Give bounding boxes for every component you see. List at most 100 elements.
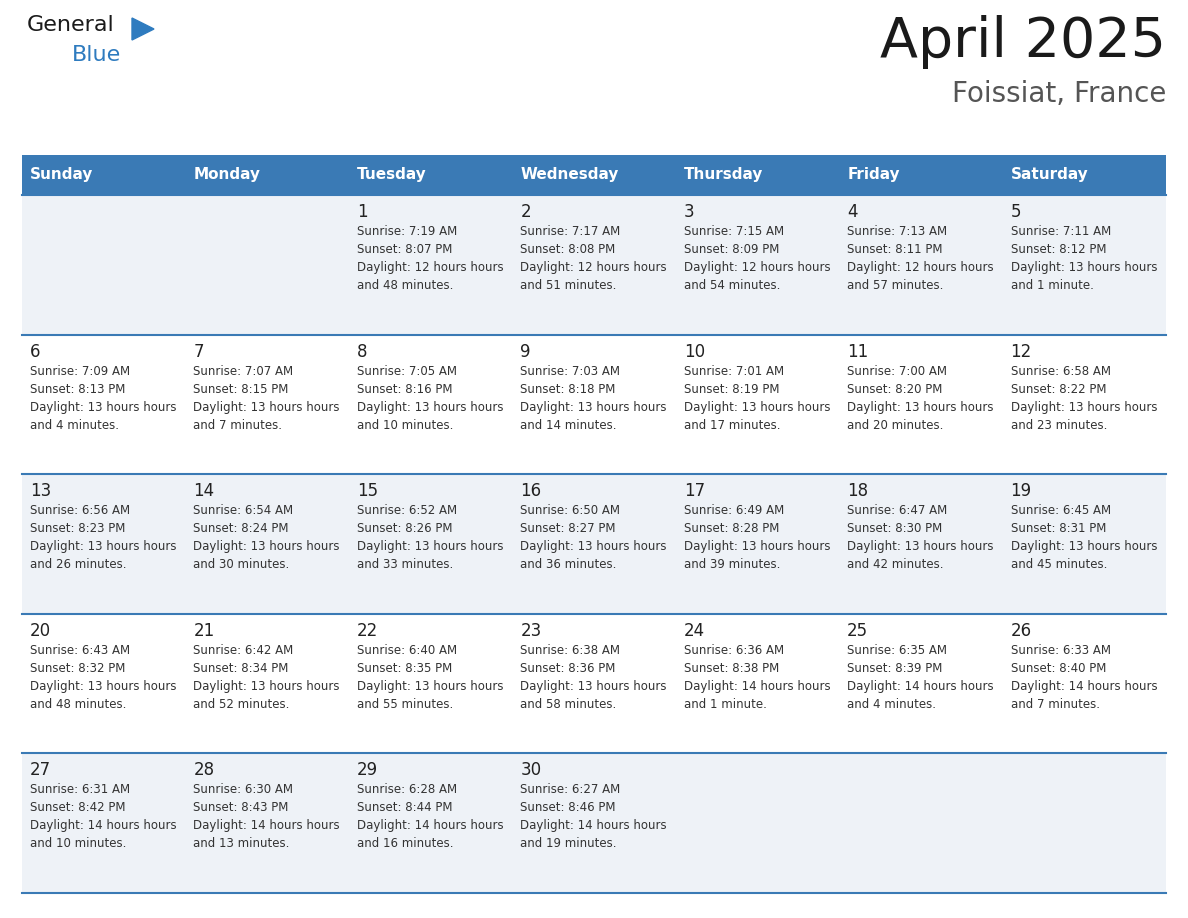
Text: Sunset: 8:31 PM: Sunset: 8:31 PM xyxy=(1011,522,1106,535)
Text: Daylight: 13 hours hours: Daylight: 13 hours hours xyxy=(30,400,177,414)
Text: Blue: Blue xyxy=(72,45,121,65)
Text: Daylight: 13 hours hours: Daylight: 13 hours hours xyxy=(684,540,830,554)
Text: Sunrise: 6:36 AM: Sunrise: 6:36 AM xyxy=(684,644,784,656)
Text: and 7 minutes.: and 7 minutes. xyxy=(1011,698,1100,711)
Bar xyxy=(23,334,1165,475)
Text: Daylight: 13 hours hours: Daylight: 13 hours hours xyxy=(520,680,666,693)
Text: and 26 minutes.: and 26 minutes. xyxy=(30,558,126,571)
Text: Sunset: 8:35 PM: Sunset: 8:35 PM xyxy=(356,662,453,675)
Text: Sunrise: 6:35 AM: Sunrise: 6:35 AM xyxy=(847,644,947,656)
Text: 6: 6 xyxy=(30,342,40,361)
Bar xyxy=(23,195,1165,334)
Text: Daylight: 14 hours hours: Daylight: 14 hours hours xyxy=(684,680,830,693)
Text: and 48 minutes.: and 48 minutes. xyxy=(30,698,126,711)
Text: and 33 minutes.: and 33 minutes. xyxy=(356,558,453,571)
Text: Sunrise: 6:58 AM: Sunrise: 6:58 AM xyxy=(1011,364,1111,377)
Text: and 13 minutes.: and 13 minutes. xyxy=(194,837,290,850)
Text: 29: 29 xyxy=(356,761,378,779)
Bar xyxy=(23,754,1165,893)
Text: Tuesday: Tuesday xyxy=(356,167,426,183)
Text: 14: 14 xyxy=(194,482,215,500)
Text: Daylight: 13 hours hours: Daylight: 13 hours hours xyxy=(194,540,340,554)
Text: 20: 20 xyxy=(30,621,51,640)
Text: Sunrise: 6:47 AM: Sunrise: 6:47 AM xyxy=(847,504,947,517)
Text: and 14 minutes.: and 14 minutes. xyxy=(520,419,617,431)
Text: and 19 minutes.: and 19 minutes. xyxy=(520,837,617,850)
Text: Sunset: 8:38 PM: Sunset: 8:38 PM xyxy=(684,662,779,675)
Text: Sunrise: 6:50 AM: Sunrise: 6:50 AM xyxy=(520,504,620,517)
Text: 3: 3 xyxy=(684,203,694,221)
Text: Daylight: 12 hours hours: Daylight: 12 hours hours xyxy=(684,261,830,274)
Text: 25: 25 xyxy=(847,621,868,640)
Text: April 2025: April 2025 xyxy=(880,15,1165,69)
Text: Daylight: 12 hours hours: Daylight: 12 hours hours xyxy=(356,261,504,274)
Text: and 48 minutes.: and 48 minutes. xyxy=(356,279,454,292)
Text: 23: 23 xyxy=(520,621,542,640)
Text: and 45 minutes.: and 45 minutes. xyxy=(1011,558,1107,571)
Text: Sunset: 8:11 PM: Sunset: 8:11 PM xyxy=(847,243,942,256)
Text: and 55 minutes.: and 55 minutes. xyxy=(356,698,453,711)
Text: Sunrise: 6:52 AM: Sunrise: 6:52 AM xyxy=(356,504,457,517)
Text: Daylight: 14 hours hours: Daylight: 14 hours hours xyxy=(356,820,504,833)
Text: Sunrise: 6:27 AM: Sunrise: 6:27 AM xyxy=(520,783,620,797)
Text: Sunset: 8:18 PM: Sunset: 8:18 PM xyxy=(520,383,615,396)
Text: 28: 28 xyxy=(194,761,215,779)
Text: 12: 12 xyxy=(1011,342,1032,361)
Text: 27: 27 xyxy=(30,761,51,779)
Text: Sunrise: 7:19 AM: Sunrise: 7:19 AM xyxy=(356,225,457,238)
Text: Daylight: 13 hours hours: Daylight: 13 hours hours xyxy=(194,400,340,414)
Text: Daylight: 14 hours hours: Daylight: 14 hours hours xyxy=(520,820,666,833)
Bar xyxy=(349,155,512,195)
Text: Daylight: 13 hours hours: Daylight: 13 hours hours xyxy=(1011,261,1157,274)
Text: and 54 minutes.: and 54 minutes. xyxy=(684,279,781,292)
Text: 19: 19 xyxy=(1011,482,1031,500)
Text: and 42 minutes.: and 42 minutes. xyxy=(847,558,943,571)
Bar xyxy=(185,155,349,195)
Text: and 17 minutes.: and 17 minutes. xyxy=(684,419,781,431)
Text: Sunset: 8:34 PM: Sunset: 8:34 PM xyxy=(194,662,289,675)
Text: Daylight: 13 hours hours: Daylight: 13 hours hours xyxy=(520,400,666,414)
Text: Sunset: 8:20 PM: Sunset: 8:20 PM xyxy=(847,383,942,396)
Text: Sunrise: 6:49 AM: Sunrise: 6:49 AM xyxy=(684,504,784,517)
Text: Daylight: 13 hours hours: Daylight: 13 hours hours xyxy=(1011,540,1157,554)
Text: Sunrise: 6:56 AM: Sunrise: 6:56 AM xyxy=(30,504,131,517)
Text: Sunset: 8:36 PM: Sunset: 8:36 PM xyxy=(520,662,615,675)
Text: Sunset: 8:24 PM: Sunset: 8:24 PM xyxy=(194,522,289,535)
Bar xyxy=(676,155,839,195)
Text: Sunrise: 6:40 AM: Sunrise: 6:40 AM xyxy=(356,644,457,656)
Text: Daylight: 14 hours hours: Daylight: 14 hours hours xyxy=(194,820,340,833)
Text: Sunrise: 7:15 AM: Sunrise: 7:15 AM xyxy=(684,225,784,238)
Text: Sunset: 8:16 PM: Sunset: 8:16 PM xyxy=(356,383,453,396)
Text: Foissiat, France: Foissiat, France xyxy=(952,80,1165,108)
Text: Sunset: 8:43 PM: Sunset: 8:43 PM xyxy=(194,801,289,814)
Text: Sunset: 8:30 PM: Sunset: 8:30 PM xyxy=(847,522,942,535)
Text: Wednesday: Wednesday xyxy=(520,167,619,183)
Text: 13: 13 xyxy=(30,482,51,500)
Text: Sunset: 8:12 PM: Sunset: 8:12 PM xyxy=(1011,243,1106,256)
Text: Sunrise: 6:43 AM: Sunrise: 6:43 AM xyxy=(30,644,131,656)
Text: and 58 minutes.: and 58 minutes. xyxy=(520,698,617,711)
Text: Sunrise: 6:54 AM: Sunrise: 6:54 AM xyxy=(194,504,293,517)
Text: Daylight: 13 hours hours: Daylight: 13 hours hours xyxy=(356,540,504,554)
Text: 11: 11 xyxy=(847,342,868,361)
Text: Sunrise: 7:00 AM: Sunrise: 7:00 AM xyxy=(847,364,947,377)
Text: 1: 1 xyxy=(356,203,367,221)
Text: Sunset: 8:09 PM: Sunset: 8:09 PM xyxy=(684,243,779,256)
Text: Sunrise: 7:03 AM: Sunrise: 7:03 AM xyxy=(520,364,620,377)
Text: Sunrise: 6:31 AM: Sunrise: 6:31 AM xyxy=(30,783,131,797)
Text: Sunset: 8:19 PM: Sunset: 8:19 PM xyxy=(684,383,779,396)
Text: 24: 24 xyxy=(684,621,704,640)
Text: Sunrise: 7:09 AM: Sunrise: 7:09 AM xyxy=(30,364,131,377)
Text: and 57 minutes.: and 57 minutes. xyxy=(847,279,943,292)
Text: and 1 minute.: and 1 minute. xyxy=(684,698,766,711)
Text: 2: 2 xyxy=(520,203,531,221)
Text: Sunrise: 7:11 AM: Sunrise: 7:11 AM xyxy=(1011,225,1111,238)
Text: Friday: Friday xyxy=(847,167,899,183)
Bar xyxy=(1003,155,1165,195)
Text: 10: 10 xyxy=(684,342,704,361)
Text: and 20 minutes.: and 20 minutes. xyxy=(847,419,943,431)
Text: and 30 minutes.: and 30 minutes. xyxy=(194,558,290,571)
Text: General: General xyxy=(27,15,115,35)
Text: Daylight: 13 hours hours: Daylight: 13 hours hours xyxy=(1011,400,1157,414)
Text: Sunrise: 7:05 AM: Sunrise: 7:05 AM xyxy=(356,364,457,377)
